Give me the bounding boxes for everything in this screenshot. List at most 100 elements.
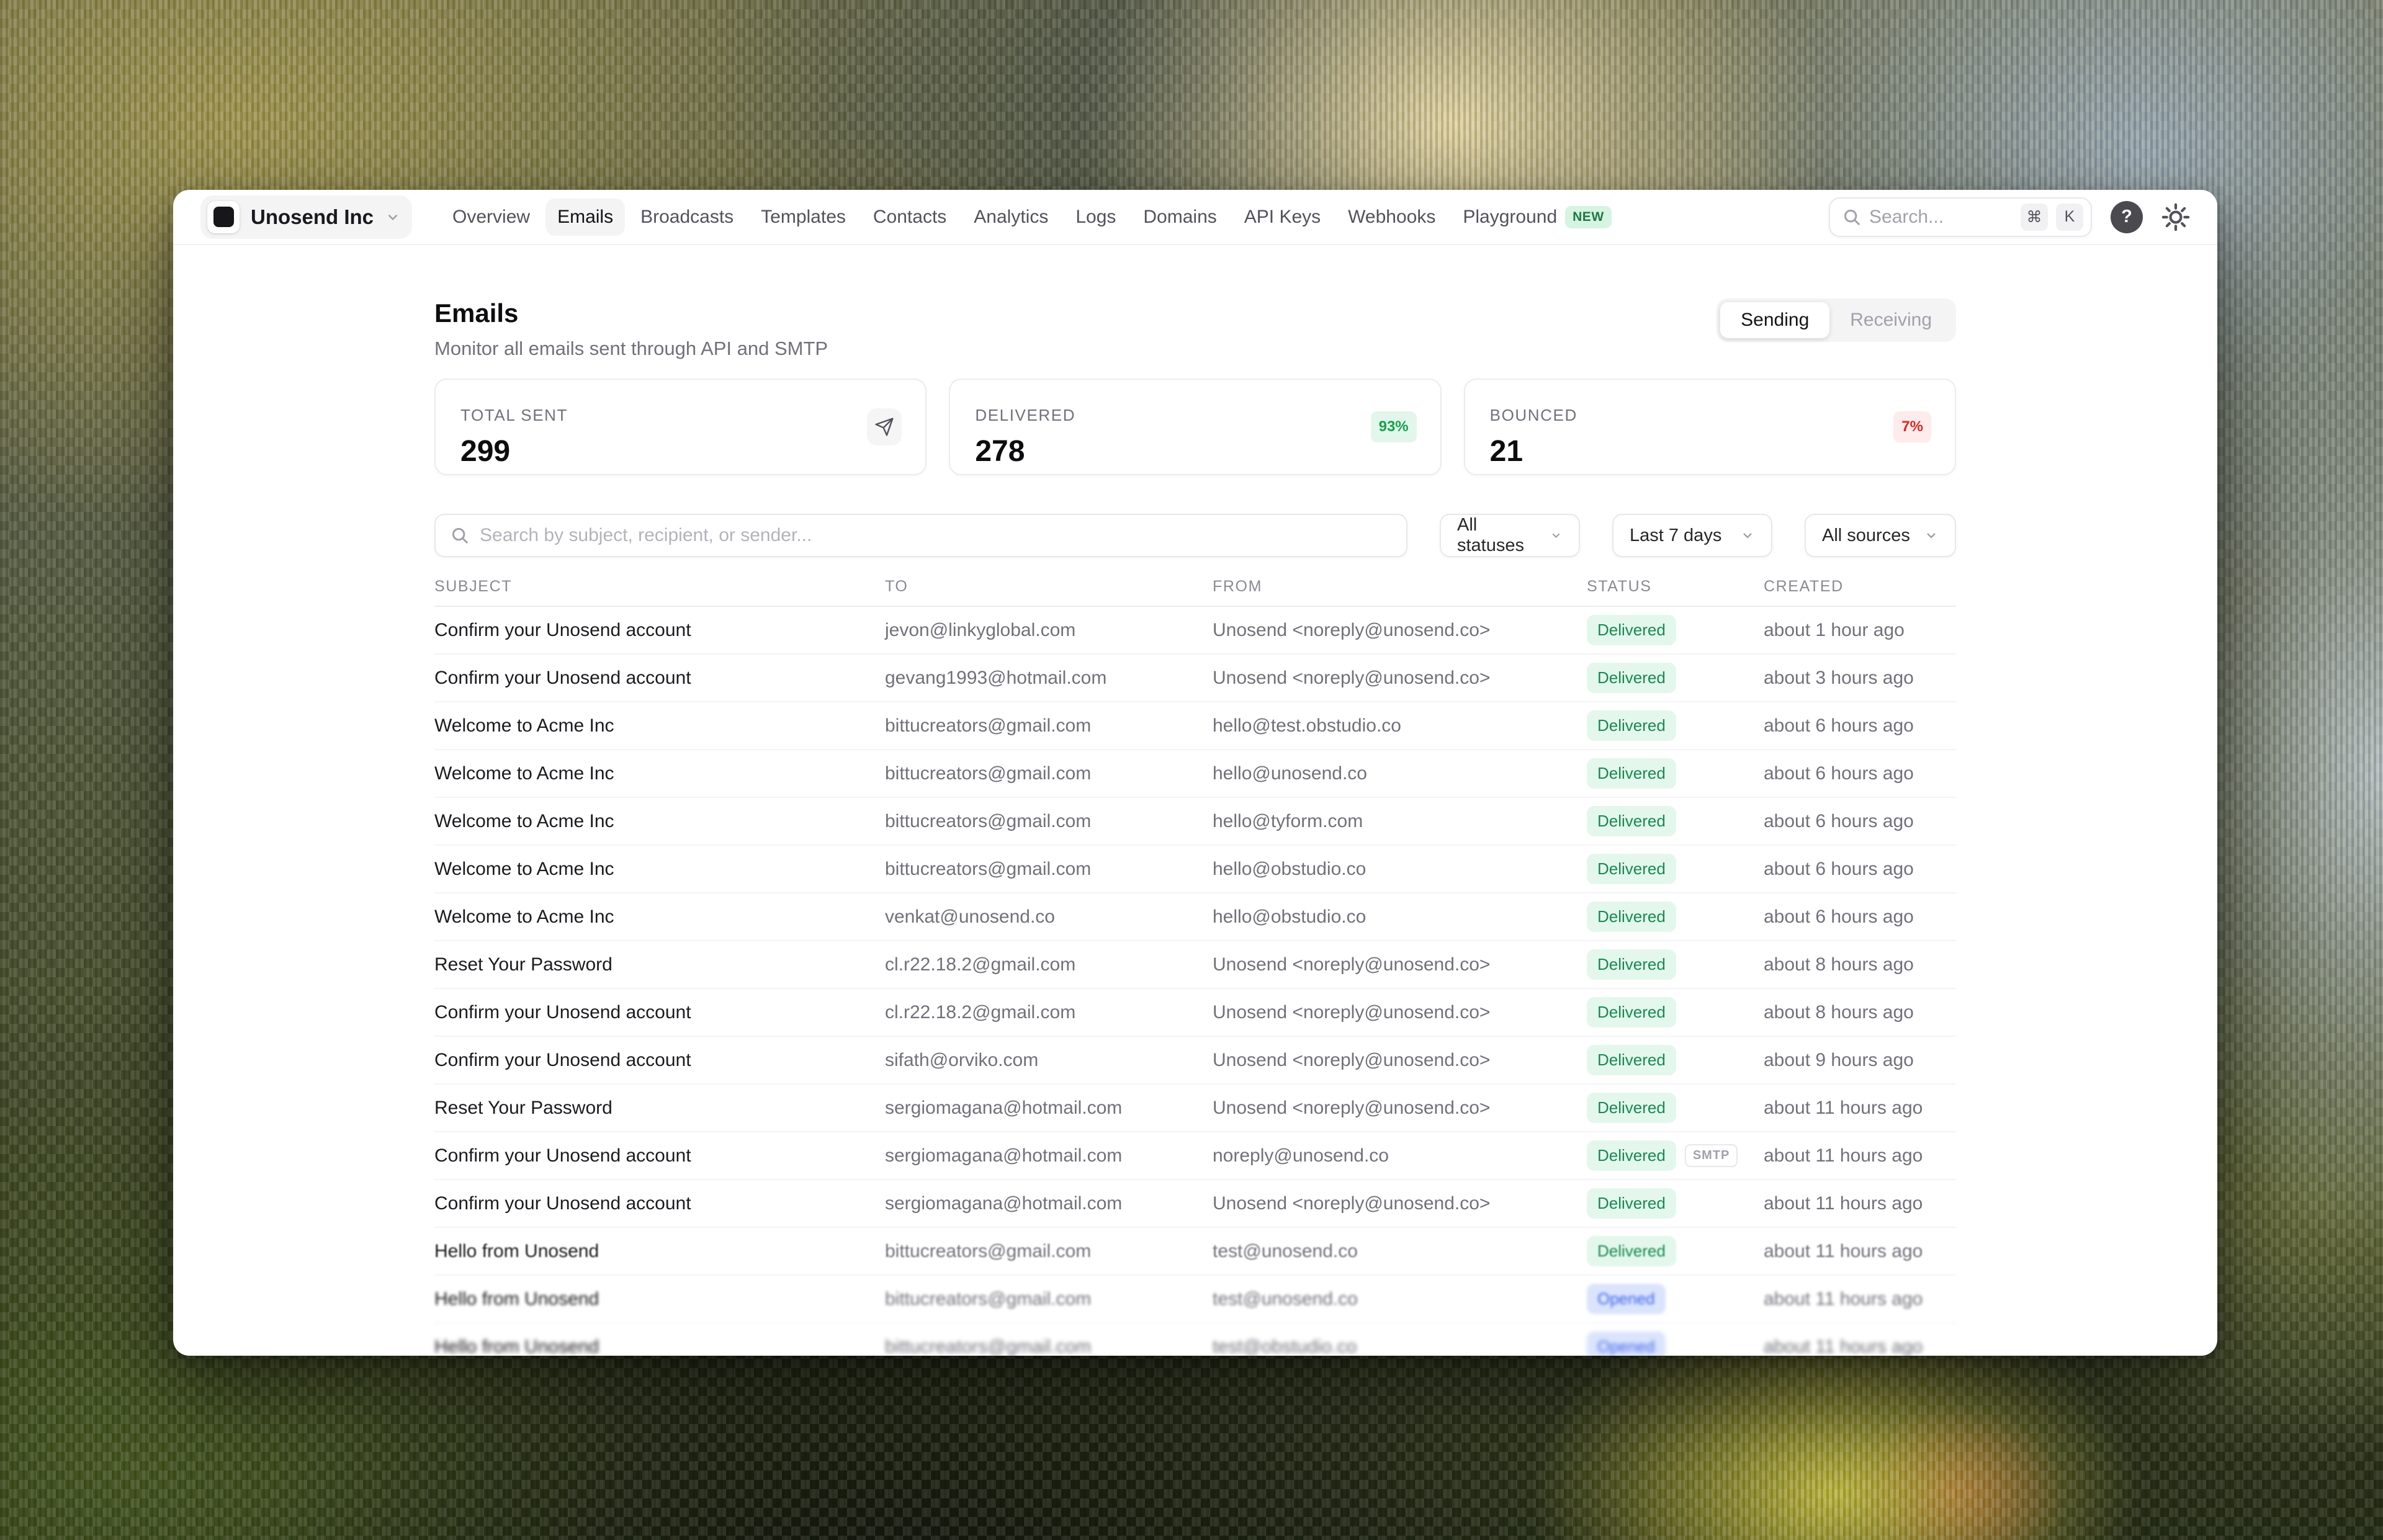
nav-item-logs[interactable]: Logs	[1064, 199, 1128, 236]
cell-status: Delivered	[1587, 997, 1764, 1027]
cell-created: about 6 hours ago	[1764, 906, 1914, 927]
cell-to: sifath@orviko.com	[885, 1049, 1039, 1070]
nav-item-broadcasts[interactable]: Broadcasts	[629, 199, 745, 236]
column-header-from: FROM	[1213, 578, 1262, 595]
cell-subject: Welcome to Acme Inc	[434, 810, 614, 831]
nav-item-label: Analytics	[974, 206, 1049, 227]
status-badge: Delivered	[1587, 758, 1676, 789]
table-row[interactable]: Welcome to Acme Inc bittucreators@gmail.…	[434, 702, 1956, 750]
nav-item-label: Playground	[1463, 206, 1558, 227]
help-button[interactable]: ?	[2111, 200, 2143, 233]
search-icon	[452, 527, 468, 544]
nav-item-playground[interactable]: Playground NEW	[1451, 198, 1623, 236]
stat-card-delivered: DELIVERED 278 93%	[949, 378, 1442, 475]
table-row[interactable]: Confirm your Unosend account sergiomagan…	[434, 1132, 1956, 1180]
cell-created: about 11 hours ago	[1764, 1097, 1923, 1118]
filter-dropdown-all-statuses[interactable]: All statuses	[1440, 514, 1580, 557]
status-badge: Delivered	[1587, 710, 1676, 741]
nav-item-webhooks[interactable]: Webhooks	[1336, 199, 1447, 236]
stat-card-total-sent: TOTAL SENT 299	[434, 378, 927, 475]
table-row[interactable]: Hello from Unosend bittucreators@gmail.c…	[434, 1276, 1956, 1323]
cell-subject: Confirm your Unosend account	[434, 1145, 691, 1166]
cell-to: sergiomagana@hotmail.com	[885, 1145, 1123, 1166]
cell-created: about 8 hours ago	[1764, 954, 1914, 975]
workspace-switcher[interactable]: Unosend Inc	[200, 195, 413, 239]
cell-subject: Confirm your Unosend account	[434, 1001, 691, 1023]
cell-from: hello@unosend.co	[1213, 763, 1367, 784]
cell-status: Delivered	[1587, 1045, 1764, 1075]
table-row[interactable]: Welcome to Acme Inc venkat@unosend.co he…	[434, 893, 1956, 941]
table-row[interactable]: Confirm your Unosend account jevon@linky…	[434, 607, 1956, 655]
nav-item-overview[interactable]: Overview	[441, 199, 542, 236]
cell-status: Delivered	[1587, 806, 1764, 836]
cell-subject: Welcome to Acme Inc	[434, 906, 614, 927]
send-receive-toggle: Sending Receiving	[1717, 298, 1956, 342]
table-row[interactable]: Welcome to Acme Inc bittucreators@gmail.…	[434, 750, 1956, 798]
cell-subject: Confirm your Unosend account	[434, 1193, 691, 1214]
stat-label: DELIVERED	[975, 406, 1076, 424]
toggle-sending[interactable]: Sending	[1720, 302, 1830, 338]
cell-from: Unosend <noreply@unosend.co>	[1213, 954, 1491, 975]
cell-status: Delivered	[1587, 663, 1764, 693]
cell-created: about 11 hours ago	[1764, 1288, 1923, 1309]
global-search-input[interactable]	[1869, 206, 2013, 228]
nav-item-domains[interactable]: Domains	[1131, 199, 1228, 236]
table-search-input[interactable]	[480, 525, 1391, 546]
cell-created: about 6 hours ago	[1764, 715, 1914, 736]
table-row[interactable]: Hello from Unosend bittucreators@gmail.c…	[434, 1323, 1956, 1356]
table-row[interactable]: Confirm your Unosend account gevang1993@…	[434, 655, 1956, 702]
cell-created: about 1 hour ago	[1764, 619, 1905, 640]
table-row[interactable]: Confirm your Unosend account sifath@orvi…	[434, 1037, 1956, 1085]
filter-dropdown-all-sources[interactable]: All sources	[1805, 514, 1956, 557]
nav-item-label: Broadcasts	[640, 206, 734, 227]
cmd-key-badge: ⌘	[2021, 203, 2048, 231]
cell-created: about 6 hours ago	[1764, 810, 1914, 831]
cell-to: sergiomagana@hotmail.com	[885, 1193, 1123, 1214]
cell-to: bittucreators@gmail.com	[885, 1240, 1092, 1261]
cell-subject: Reset Your Password	[434, 954, 613, 975]
table-row[interactable]: Confirm your Unosend account sergiomagan…	[434, 1180, 1956, 1228]
cell-to: gevang1993@hotmail.com	[885, 667, 1107, 688]
table-search[interactable]	[434, 514, 1407, 557]
nav-item-contacts[interactable]: Contacts	[861, 199, 958, 236]
cell-to: jevon@linkyglobal.com	[885, 619, 1076, 640]
stat-percentage-badge: 7%	[1893, 411, 1931, 442]
cell-created: about 6 hours ago	[1764, 858, 1914, 879]
theme-toggle-button[interactable]	[2161, 203, 2190, 231]
nav-item-label: Contacts	[873, 206, 947, 227]
table-row[interactable]: Welcome to Acme Inc bittucreators@gmail.…	[434, 846, 1956, 893]
cell-created: about 3 hours ago	[1764, 667, 1914, 688]
table-row[interactable]: Hello from Unosend bittucreators@gmail.c…	[434, 1228, 1956, 1276]
cell-to: bittucreators@gmail.com	[885, 858, 1092, 879]
table-row[interactable]: Reset Your Password sergiomagana@hotmail…	[434, 1085, 1956, 1132]
status-badge: Delivered	[1587, 806, 1676, 836]
cell-from: hello@obstudio.co	[1213, 858, 1367, 879]
status-badge: Opened	[1587, 1284, 1666, 1314]
column-header-status: STATUS	[1587, 578, 1652, 595]
cell-created: about 11 hours ago	[1764, 1240, 1923, 1261]
stat-cards: TOTAL SENT 299 DELIVERED 278 93% BOUNCED…	[434, 378, 1956, 475]
nav-item-templates[interactable]: Templates	[749, 199, 858, 236]
nav-item-api-keys[interactable]: API Keys	[1232, 199, 1332, 236]
cell-from: hello@obstudio.co	[1213, 906, 1367, 927]
cell-to: cl.r22.18.2@gmail.com	[885, 954, 1076, 975]
table-row[interactable]: Confirm your Unosend account cl.r22.18.2…	[434, 989, 1956, 1037]
status-badge: Delivered	[1587, 1093, 1676, 1123]
cell-to: bittucreators@gmail.com	[885, 763, 1092, 784]
table-row[interactable]: Welcome to Acme Inc bittucreators@gmail.…	[434, 798, 1956, 846]
cell-subject: Confirm your Unosend account	[434, 619, 691, 640]
nav-menu: Overview Emails Broadcasts Templates Contact…	[441, 198, 1623, 236]
k-key-badge: K	[2056, 203, 2083, 231]
global-search[interactable]: ⌘ K	[1829, 197, 2092, 237]
table-row[interactable]: Reset Your Password cl.r22.18.2@gmail.co…	[434, 941, 1956, 989]
page-subtitle: Monitor all emails sent through API and …	[434, 338, 828, 359]
nav-item-analytics[interactable]: Analytics	[962, 199, 1060, 236]
page-title: Emails	[434, 298, 519, 328]
nav-item-emails[interactable]: Emails	[545, 198, 626, 236]
cell-from: hello@tyform.com	[1213, 810, 1363, 831]
filter-dropdown-last-7-days[interactable]: Last 7 days	[1612, 514, 1772, 557]
nav-right: ⌘ K ?	[1829, 197, 2190, 237]
toggle-receiving[interactable]: Receiving	[1850, 310, 1932, 330]
status-badge: Delivered	[1587, 854, 1676, 884]
chevron-down-icon	[1743, 533, 1752, 539]
